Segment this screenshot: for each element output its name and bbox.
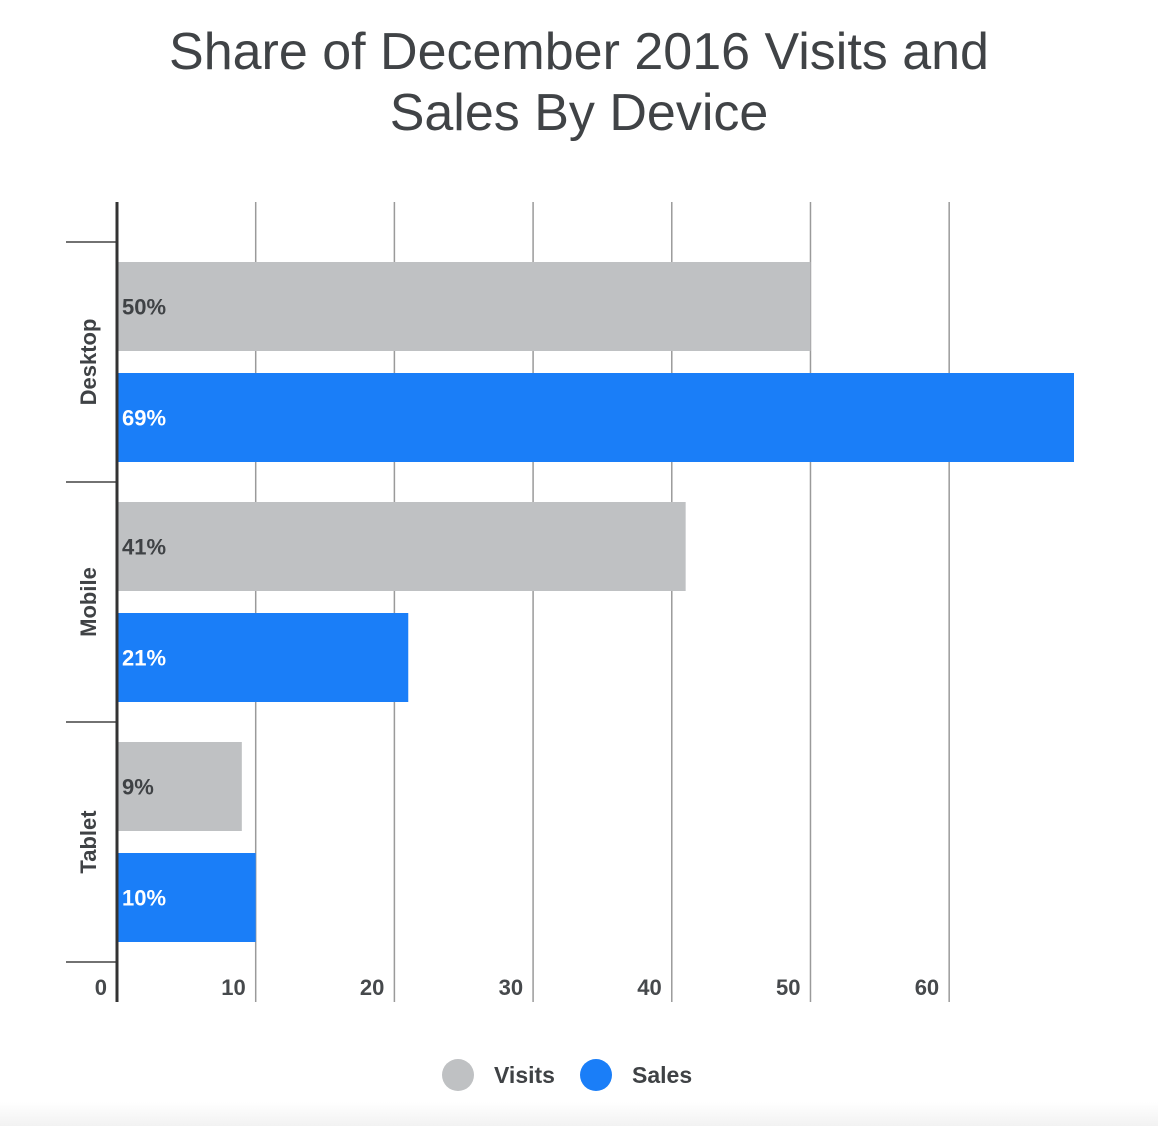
bar-sales-mobile <box>117 613 409 702</box>
bar-sales-tablet <box>117 853 256 942</box>
category-label-tablet: Tablet <box>76 810 101 874</box>
bar-value-label: 9% <box>122 775 154 800</box>
legend-label-visits: Visits <box>494 1062 555 1088</box>
chart-title-line-2: Sales By Device <box>389 84 769 142</box>
x-tick-label: 0 <box>95 975 107 1000</box>
x-tick-label: 10 <box>221 975 245 1000</box>
bar-sales-desktop <box>117 373 1074 462</box>
footer-band <box>0 1102 1158 1126</box>
category-label-desktop: Desktop <box>76 319 101 406</box>
chart-title-line-1: Share of December 2016 Visits and <box>169 23 989 81</box>
bar-visits-tablet <box>117 742 242 831</box>
chart-title: Share of December 2016 Visits and Sales … <box>0 22 1158 144</box>
x-tick-label: 30 <box>499 975 523 1000</box>
bar-visits-mobile <box>117 502 686 591</box>
bar-value-label: 41% <box>122 535 166 560</box>
bar-visits-desktop <box>117 262 811 351</box>
legend-swatch-visits <box>442 1059 474 1091</box>
legend-label-sales: Sales <box>632 1062 692 1088</box>
x-tick-label: 50 <box>776 975 800 1000</box>
x-tick-label: 40 <box>637 975 661 1000</box>
x-tick-label: 20 <box>360 975 384 1000</box>
legend-swatch-sales <box>580 1059 612 1091</box>
x-tick-label: 60 <box>915 975 939 1000</box>
bar-value-label: 10% <box>122 886 166 911</box>
bar-value-label: 69% <box>122 406 166 431</box>
bar-value-label: 21% <box>122 646 166 671</box>
category-label-mobile: Mobile <box>76 567 101 637</box>
bar-value-label: 50% <box>122 295 166 320</box>
